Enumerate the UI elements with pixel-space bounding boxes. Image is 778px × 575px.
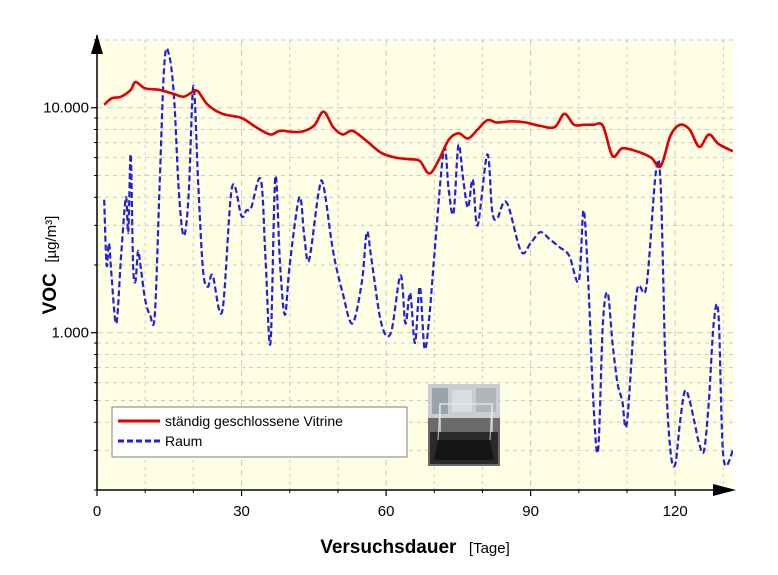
x-tick-label: 90 [522, 503, 539, 520]
series-layer [103, 47, 733, 468]
x-axis-unit: [Tage] [469, 540, 510, 557]
x-axis-label: Versuchsdauer [320, 537, 457, 558]
y-axis-ticks: 1.000 10.000 [43, 39, 97, 491]
legend: ständig geschlossene Vitrine Raum [111, 406, 408, 458]
inset-photo [428, 384, 500, 466]
x-tick-label: 0 [93, 503, 101, 520]
legend-label-vitrine: ständig geschlossene Vitrine [165, 413, 343, 429]
x-tick-label: 60 [378, 503, 395, 520]
y-axis-arrow [91, 34, 103, 54]
y-tick-label: 1.000 [51, 325, 89, 342]
y-axis-unit: [µg/m³] [43, 216, 60, 263]
legend-box [111, 406, 408, 458]
legend-label-raum: Raum [165, 433, 202, 449]
y-axis-title: VOC [µg/m³] [40, 216, 61, 315]
x-axis-ticks: 0 30 60 90 120 [93, 490, 724, 520]
x-axis-title: Versuchsdauer [Tage] [320, 537, 510, 558]
x-tick-label: 120 [663, 503, 688, 520]
x-tick-label: 30 [233, 503, 250, 520]
series-line-raum [103, 47, 733, 468]
y-tick-label: 10.000 [43, 100, 89, 117]
x-axis-arrow [713, 484, 736, 496]
y-axis-label: VOC [40, 273, 61, 314]
series-line-vitrine [103, 80, 733, 175]
